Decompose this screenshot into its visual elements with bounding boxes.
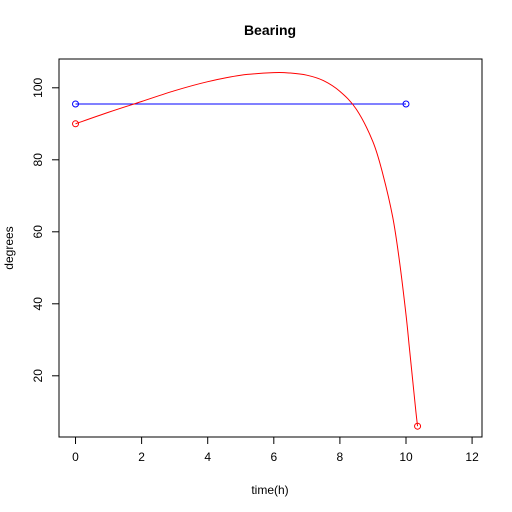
y-tick-label: 80 [31, 153, 45, 167]
y-tick-label: 60 [31, 225, 45, 239]
series-1-point [72, 100, 80, 108]
series-layer [72, 72, 422, 430]
x-tick-label: 10 [399, 450, 413, 464]
y-tick-label: 100 [31, 77, 45, 97]
x-tick-label: 6 [270, 450, 277, 464]
x-axis-label: time(h) [251, 483, 288, 497]
y-axis-label: degrees [2, 226, 16, 269]
y-tick-label: 20 [31, 369, 45, 383]
series-2-point [414, 422, 422, 430]
x-axis: 0 2 4 6 8 10 12 [72, 437, 479, 464]
series-1-point [402, 100, 410, 108]
x-tick-label: 0 [72, 450, 79, 464]
series-2-point [72, 120, 80, 128]
y-axis: 20 40 60 80 100 [31, 77, 59, 382]
x-tick-label: 2 [138, 450, 145, 464]
x-tick-label: 12 [465, 450, 479, 464]
x-tick-label: 4 [204, 450, 211, 464]
y-tick-label: 40 [31, 297, 45, 311]
plot-frame [58, 58, 483, 438]
chart-title: Bearing [244, 22, 296, 38]
x-tick-label: 8 [337, 450, 344, 464]
series-2-line [75, 72, 419, 427]
